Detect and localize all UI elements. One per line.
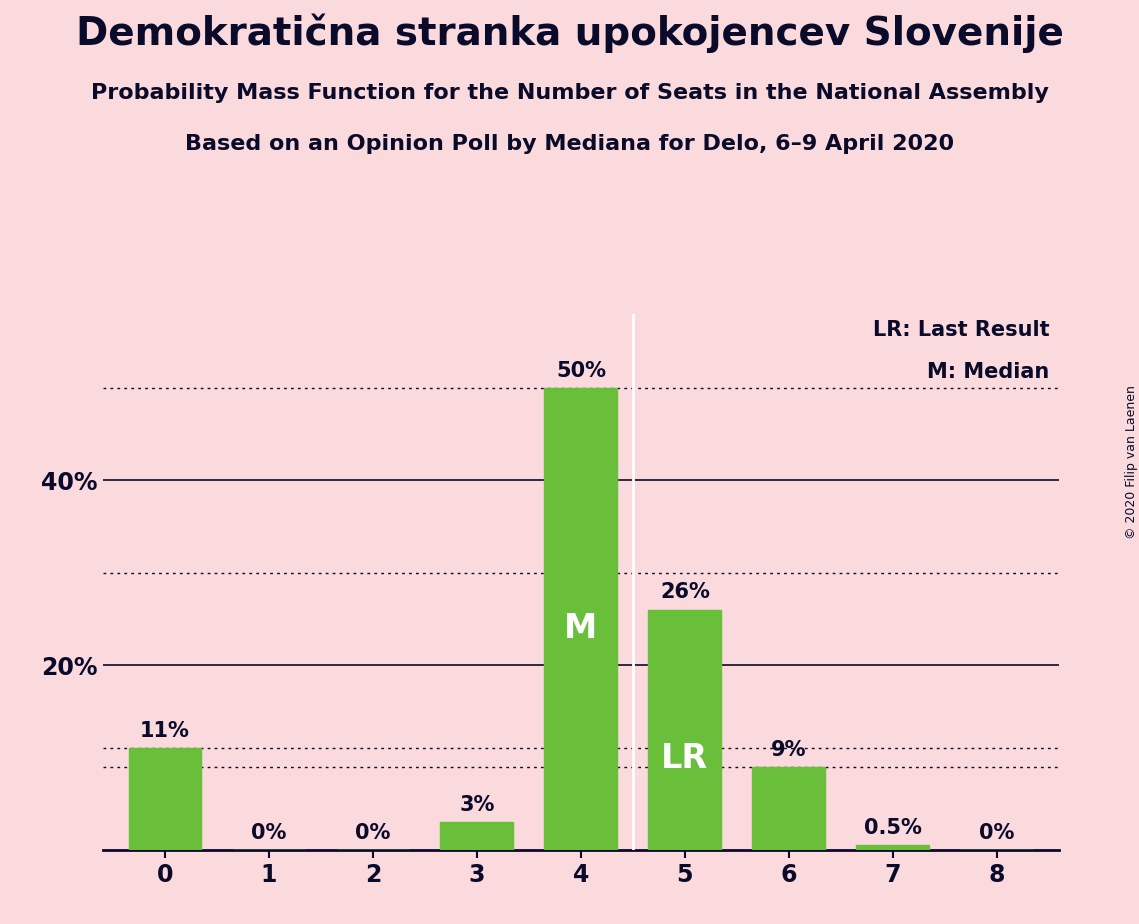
Text: 0%: 0%	[980, 822, 1015, 843]
Bar	[648, 610, 721, 850]
Text: 0%: 0%	[355, 822, 391, 843]
Text: M: M	[564, 612, 598, 645]
Text: M: Median: M: Median	[927, 362, 1050, 383]
Text: Based on an Opinion Poll by Mediana for Delo, 6–9 April 2020: Based on an Opinion Poll by Mediana for …	[185, 134, 954, 154]
Text: 11%: 11%	[140, 721, 190, 741]
Text: 50%: 50%	[556, 360, 606, 381]
Text: LR: Last Result: LR: Last Result	[874, 320, 1050, 339]
Text: 26%: 26%	[659, 582, 710, 602]
Text: 3%: 3%	[459, 795, 494, 815]
Bar	[129, 748, 202, 850]
Text: 0.5%: 0.5%	[865, 818, 921, 838]
Text: 0%: 0%	[252, 822, 287, 843]
Text: © 2020 Filip van Laenen: © 2020 Filip van Laenen	[1124, 385, 1138, 539]
Bar	[753, 767, 826, 850]
Bar	[857, 845, 929, 850]
Bar	[544, 388, 617, 850]
Text: 9%: 9%	[771, 739, 806, 760]
Text: LR: LR	[662, 742, 708, 775]
Text: Demokratična stranka upokojencev Slovenije: Demokratična stranka upokojencev Sloveni…	[75, 14, 1064, 54]
Bar	[441, 822, 514, 850]
Text: Probability Mass Function for the Number of Seats in the National Assembly: Probability Mass Function for the Number…	[91, 83, 1048, 103]
